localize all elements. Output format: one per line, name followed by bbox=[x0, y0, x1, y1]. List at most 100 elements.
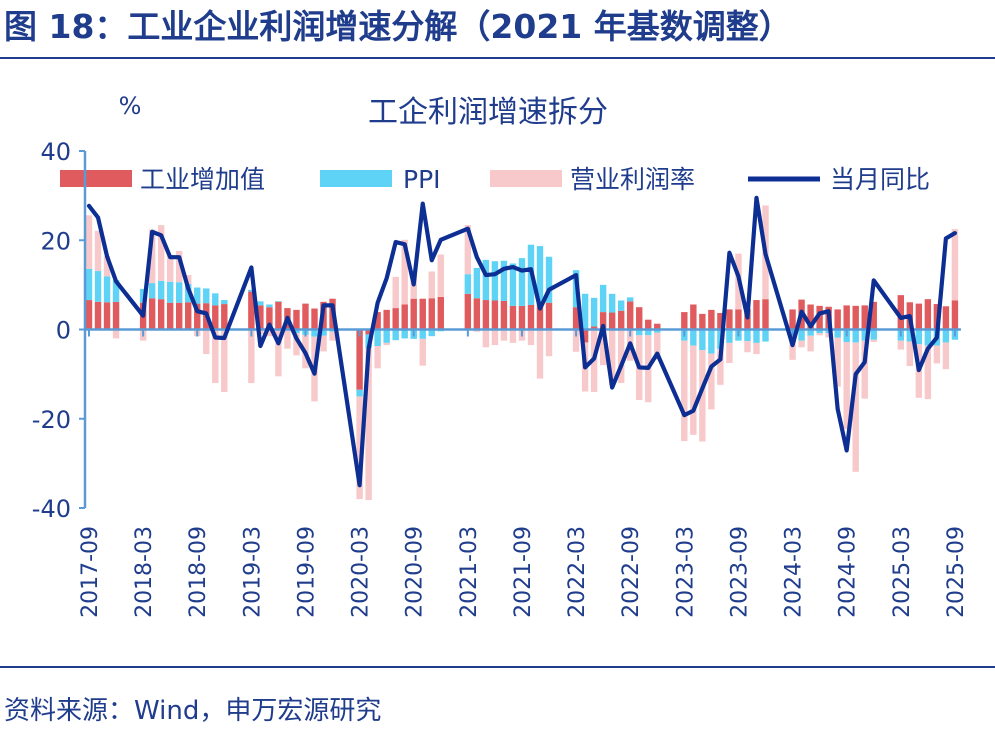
bar-profit-margin bbox=[861, 340, 868, 399]
bar-ppi bbox=[257, 301, 264, 306]
bar-profit-margin bbox=[157, 225, 165, 281]
bar-industry-va bbox=[789, 309, 796, 330]
bar-ppi bbox=[112, 279, 120, 302]
bar-profit-margin bbox=[148, 229, 156, 284]
bar-ppi bbox=[509, 263, 517, 306]
bar-industry-va bbox=[617, 310, 625, 330]
bar-industry-va bbox=[401, 304, 408, 330]
bar-ppi bbox=[852, 329, 859, 343]
x-tick-label: 2021-03 bbox=[457, 526, 482, 618]
bar-profit-margin bbox=[329, 331, 336, 341]
bar-ppi bbox=[464, 274, 472, 294]
bar-industry-va bbox=[266, 307, 273, 330]
x-tick-label: 2020-09 bbox=[403, 526, 428, 618]
y-tick-label: -40 bbox=[32, 495, 71, 523]
x-tick-label: 2023-03 bbox=[673, 526, 698, 618]
bar-ppi bbox=[491, 261, 499, 301]
bar-profit-margin bbox=[807, 335, 814, 352]
bar-industry-va bbox=[690, 304, 697, 330]
bar-industry-va bbox=[915, 303, 923, 330]
bar-profit-margin bbox=[419, 338, 426, 366]
bar-industry-va bbox=[374, 312, 381, 330]
bar-profit-margin bbox=[545, 329, 553, 357]
x-tick-label: 2022-03 bbox=[565, 526, 590, 618]
bar-ppi bbox=[762, 329, 769, 342]
bar-ppi bbox=[798, 329, 805, 341]
bar-industry-va bbox=[185, 302, 192, 330]
bar-profit-margin bbox=[94, 230, 102, 272]
legend-swatch-profit-margin bbox=[490, 170, 562, 187]
line-monthly-yoy bbox=[86, 195, 958, 488]
bar-profit-margin bbox=[482, 329, 490, 348]
bar-ppi bbox=[392, 329, 399, 341]
bar-ppi bbox=[834, 329, 841, 338]
x-tick-label: 2018-03 bbox=[132, 526, 157, 618]
bar-ppi bbox=[942, 329, 950, 343]
legend-swatch-industry-va bbox=[60, 170, 132, 187]
bar-industry-va bbox=[942, 306, 950, 330]
bar-profit-margin bbox=[942, 342, 950, 370]
bar-industry-va bbox=[581, 329, 589, 343]
bar-profit-margin bbox=[599, 329, 607, 366]
bar-profit-margin bbox=[834, 337, 841, 387]
bar-profit-margin bbox=[221, 329, 228, 392]
bar-profit-margin bbox=[266, 329, 273, 337]
bar-profit-margin bbox=[293, 333, 300, 356]
bar-profit-margin bbox=[401, 239, 408, 305]
bar-industry-va bbox=[636, 307, 643, 330]
bar-industry-va bbox=[572, 307, 580, 330]
x-tick-label: 2020-03 bbox=[349, 526, 374, 618]
bar-ppi bbox=[726, 329, 733, 343]
bar-industry-va bbox=[157, 299, 165, 330]
bar-ppi bbox=[599, 284, 607, 313]
bar-profit-margin bbox=[320, 335, 327, 352]
bar-profit-margin bbox=[870, 339, 877, 342]
bar-profit-margin bbox=[654, 332, 661, 360]
bar-ppi bbox=[383, 329, 390, 343]
bar-ppi bbox=[581, 293, 589, 330]
bar-industry-va bbox=[212, 305, 219, 330]
bar-profit-margin bbox=[185, 275, 192, 284]
bar-ppi bbox=[545, 256, 553, 303]
bar-industry-va bbox=[257, 305, 264, 330]
bar-industry-va bbox=[356, 329, 363, 390]
bar-profit-margin bbox=[428, 271, 435, 299]
bar-profit-margin bbox=[933, 345, 941, 364]
line-layer bbox=[86, 195, 958, 488]
bar-industry-va bbox=[392, 308, 399, 330]
bar-profit-margin bbox=[608, 329, 616, 386]
bar-profit-margin bbox=[753, 342, 760, 355]
bar-ppi bbox=[816, 329, 823, 334]
bar-industry-va bbox=[816, 305, 823, 330]
bar-ppi bbox=[139, 288, 147, 303]
bar-industry-va bbox=[428, 298, 435, 330]
bar-industry-va bbox=[85, 300, 93, 330]
bar-profit-margin bbox=[112, 329, 120, 339]
bar-profit-margin bbox=[536, 329, 544, 379]
bar-profit-margin bbox=[825, 333, 832, 338]
bar-industry-va bbox=[870, 301, 877, 330]
bar-ppi bbox=[248, 289, 255, 292]
x-tick-label: 2024-03 bbox=[782, 526, 807, 618]
x-tick-label: 2023-09 bbox=[727, 526, 752, 618]
bar-industry-va bbox=[410, 298, 417, 330]
bar-ppi bbox=[320, 329, 327, 336]
bar-ppi bbox=[482, 259, 490, 301]
bar-industry-va bbox=[645, 319, 652, 330]
bar-ppi bbox=[690, 329, 697, 346]
bar-profit-margin bbox=[924, 345, 932, 400]
bar-industry-va bbox=[500, 300, 508, 330]
bar-industry-va bbox=[834, 309, 841, 330]
axes-layer: -40 -20 0 20 40 2017-09 2018-03 2018-09 2019-03 2… bbox=[32, 138, 969, 618]
bar-industry-va bbox=[924, 299, 932, 330]
x-tick-label: 2025-09 bbox=[944, 526, 969, 618]
source-note: 资料来源：Wind，申万宏源研究 bbox=[4, 696, 382, 726]
y-tick-label: 0 bbox=[56, 317, 71, 345]
bar-industry-va bbox=[843, 305, 850, 330]
bar-profit-margin bbox=[744, 341, 751, 353]
bar-profit-margin bbox=[527, 329, 535, 346]
bar-profit-margin bbox=[166, 254, 174, 282]
bar-profit-margin bbox=[789, 342, 796, 360]
bar-profit-margin bbox=[85, 215, 93, 269]
bar-industry-va bbox=[221, 304, 228, 330]
